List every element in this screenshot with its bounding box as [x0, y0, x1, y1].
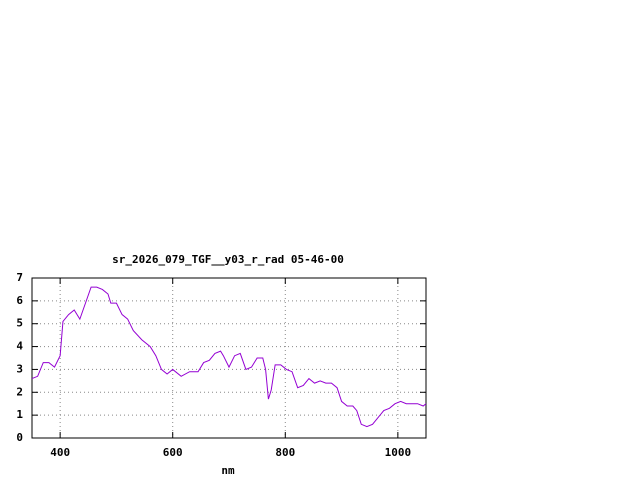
chart-title: sr_2026_079_TGF__y03_r_rad 05-46-00 — [112, 253, 344, 266]
y-tick-label: 6 — [16, 294, 23, 307]
y-tick-label: 0 — [16, 431, 23, 444]
y-tick-label: 5 — [16, 317, 23, 330]
data-line — [31, 286, 427, 428]
x-tick-label: 600 — [163, 446, 183, 459]
y-tick-label: 7 — [16, 271, 23, 284]
x-tick-label: 400 — [50, 446, 70, 459]
y-tick-label: 1 — [16, 408, 23, 421]
y-tick-label: 3 — [16, 362, 23, 375]
x-axis-label: nm — [221, 464, 235, 477]
y-tick-label: 2 — [16, 385, 23, 398]
x-tick-label: 800 — [275, 446, 295, 459]
x-tick-label: 1000 — [385, 446, 412, 459]
y-tick-label: 4 — [16, 340, 23, 353]
plot-border — [31, 277, 427, 439]
